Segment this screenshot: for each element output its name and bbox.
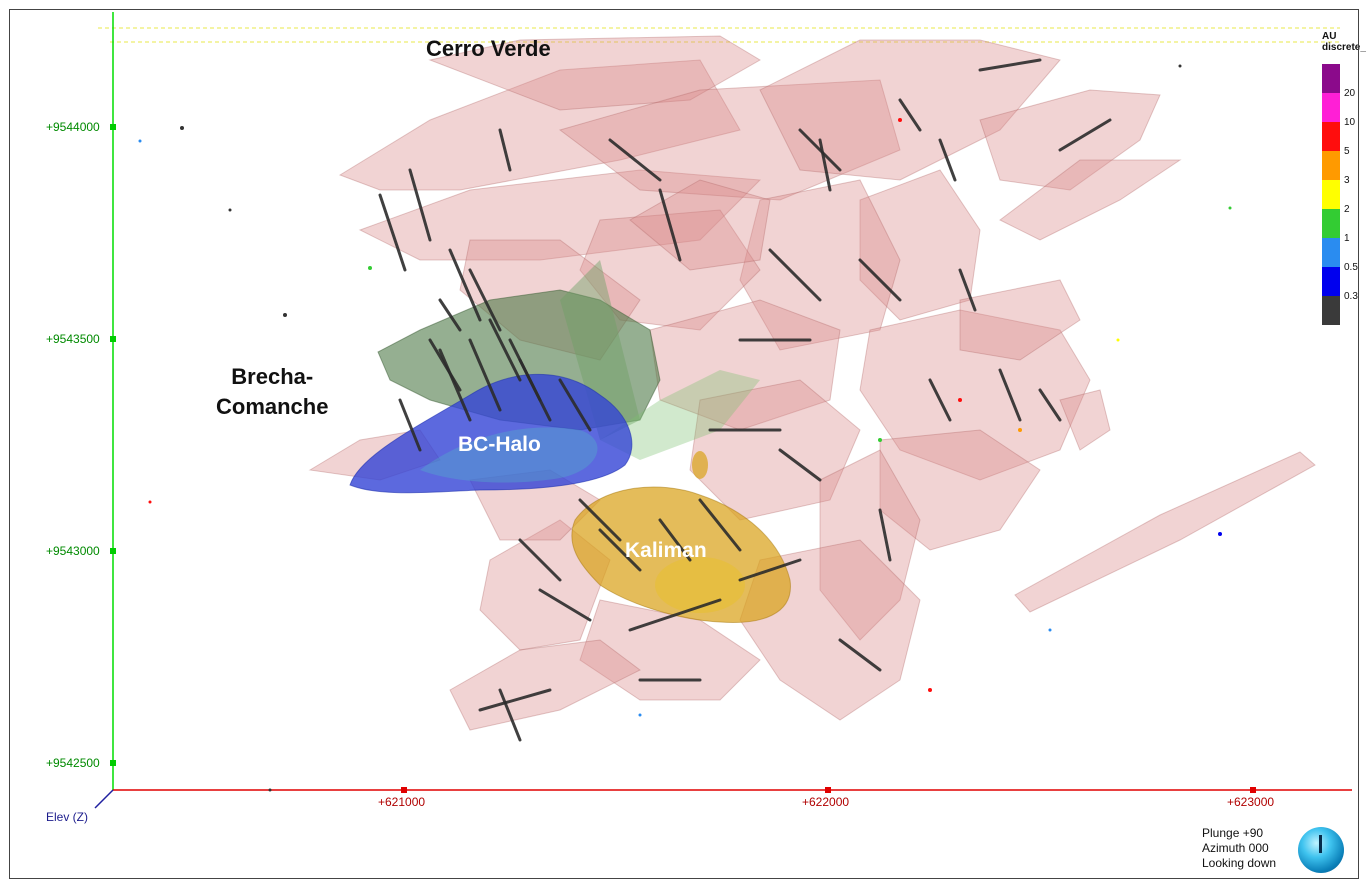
pink-shell <box>759 39 1061 181</box>
assay-markers <box>138 64 1232 792</box>
legend-swatch <box>1322 151 1340 180</box>
pink-shell <box>689 379 861 521</box>
pink-shell <box>739 179 901 351</box>
legend-swatch <box>1322 209 1340 238</box>
pink-shell <box>999 159 1182 241</box>
bc-halo-shell <box>349 373 633 494</box>
orientation-info: Plunge +90 Azimuth 000 Looking down <box>1202 826 1276 871</box>
legend-value: 0.5 <box>1344 262 1358 273</box>
plunge-label: Plunge +90 <box>1202 826 1264 840</box>
legend-swatch <box>1322 93 1340 122</box>
brecha-shell <box>600 370 760 460</box>
pink-shell <box>449 639 641 731</box>
z-axis-line <box>94 789 114 809</box>
bc-halo-zone <box>349 373 633 494</box>
region-label-kaliman: Kaliman <box>625 539 707 562</box>
pink-shell <box>338 59 741 191</box>
y-tick-label: +9543500 <box>46 332 100 346</box>
legend-value: 20 <box>1344 88 1356 99</box>
region-label-cerro-verde: Cerro Verde <box>426 36 551 61</box>
y-tick-label: +9542500 <box>46 756 100 770</box>
pink-shell <box>1059 389 1111 451</box>
azimuth-label: Azimuth 000 <box>1202 841 1269 855</box>
pink-shell <box>859 309 1091 481</box>
legend-swatch <box>1322 267 1340 296</box>
orientation-needle <box>1319 835 1322 853</box>
legend-value: 1 <box>1344 233 1350 244</box>
legend-title-line1: AU <box>1322 31 1337 42</box>
region-label-brecha-line1: Brecha- <box>231 364 314 389</box>
pink-shell <box>819 449 921 641</box>
pink-shell <box>979 89 1161 191</box>
region-label-brecha-line2: Comanche <box>216 394 329 419</box>
x-tick-label: +622000 <box>802 795 850 809</box>
pink-shell <box>1014 451 1316 613</box>
x-tick-label: +623000 <box>1227 795 1275 809</box>
legend-value: 0.3 <box>1344 291 1358 302</box>
legend-value: 2 <box>1344 204 1350 215</box>
brecha-shell <box>560 260 640 440</box>
x-axis-ticks <box>401 787 1256 793</box>
orientation-globe-icon[interactable] <box>1298 827 1344 873</box>
legend-swatch <box>1322 238 1340 267</box>
legend-swatch <box>1322 122 1340 151</box>
pink-shell <box>649 299 841 431</box>
pink-shell <box>959 279 1081 361</box>
kaliman-shell <box>655 557 745 613</box>
kaliman-zone <box>571 451 791 623</box>
legend-value: 3 <box>1344 175 1350 186</box>
drillholes <box>378 58 1112 742</box>
region-label-brecha: Brecha- Comanche <box>216 362 328 422</box>
y-tick-label: +9543000 <box>46 544 100 558</box>
legend-value: 10 <box>1344 117 1356 128</box>
region-label-bc-halo: BC-Halo <box>458 433 541 456</box>
legend-title-line2: discrete_ <box>1322 42 1366 53</box>
x-tick-label: +621000 <box>378 795 426 809</box>
y-tick-label: +9544000 <box>46 120 100 134</box>
pink-shell <box>428 35 761 111</box>
legend-swatch <box>1322 296 1340 325</box>
looking-label: Looking down <box>1202 856 1277 870</box>
legend-swatch <box>1322 180 1340 209</box>
bc-halo-shell <box>420 427 598 483</box>
au-legend: AU discrete_ 20 10 5 3 2 1 0.5 0.3 <box>1319 31 1366 331</box>
legend-value: 5 <box>1344 146 1350 157</box>
y-axis-ticks <box>110 124 116 766</box>
axis-name-label: Elev (Z) <box>46 810 88 824</box>
kaliman-shell <box>692 451 708 479</box>
pink-shell <box>579 209 761 331</box>
legend-swatch <box>1322 64 1340 93</box>
pink-shell <box>558 79 901 201</box>
